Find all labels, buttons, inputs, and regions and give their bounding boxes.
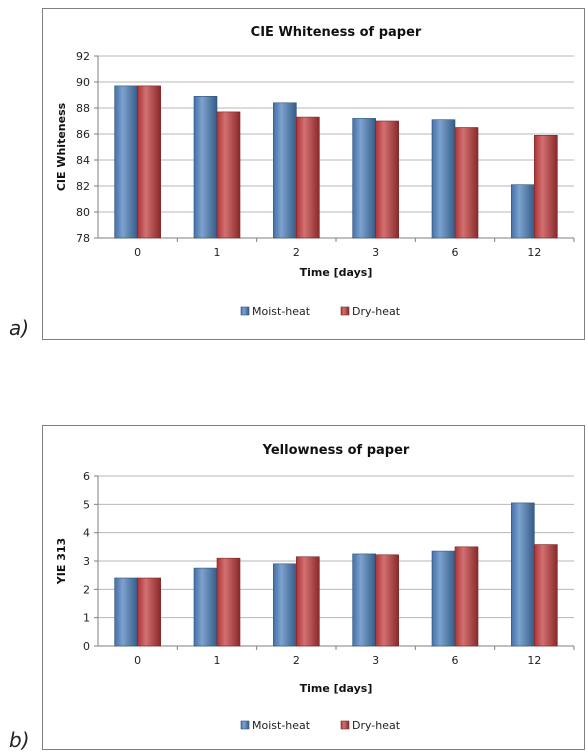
legend-swatch <box>340 306 350 316</box>
x-tick-label: 0 <box>134 246 141 259</box>
legend-label: Moist-heat <box>252 305 311 318</box>
x-tick-label: 1 <box>214 246 221 259</box>
bar-moist-heat <box>273 563 297 647</box>
y-tick-label: 86 <box>76 128 90 141</box>
x-tick-label: 6 <box>452 654 459 667</box>
bar-moist-heat <box>114 85 138 239</box>
bar-moist-heat <box>352 553 376 647</box>
bar-moist-heat <box>431 119 456 239</box>
chart-b-frame: Yellowness of paper 0 1 2 3 4 5 6 0 1 2 3 6 12 Time [d… <box>42 425 585 750</box>
chart-title: Yellowness of paper <box>262 443 410 458</box>
bar-moist-heat <box>114 577 138 647</box>
bar-dry-heat <box>296 116 320 239</box>
chart-a-frame: CIE Whiteness of paper 78 80 82 84 86 88 90 92 0 1… <box>42 8 585 340</box>
y-tick-label: 3 <box>83 555 90 568</box>
x-tick-label: 1 <box>214 654 221 667</box>
legend-label: Dry-heat <box>352 305 401 318</box>
y-tick-label: 80 <box>76 206 90 219</box>
bar-dry-heat <box>454 127 479 239</box>
x-tick-label: 6 <box>452 246 459 259</box>
y-tick-label: 92 <box>76 50 90 63</box>
bar-moist-heat <box>193 567 218 647</box>
bar-dry-heat <box>534 135 558 239</box>
y-tick-label: 90 <box>76 76 90 89</box>
x-axis-label: Time [days] <box>300 266 373 279</box>
y-axis-label: YIE 313 <box>55 538 68 585</box>
bar-moist-heat <box>193 96 218 239</box>
x-tick-label: 0 <box>134 654 141 667</box>
x-tick-label: 12 <box>527 654 541 667</box>
bar-dry-heat <box>454 546 479 647</box>
bar-dry-heat <box>216 557 241 647</box>
bar-dry-heat <box>296 556 320 647</box>
legend-swatch <box>340 720 350 730</box>
y-tick-label: 82 <box>76 180 90 193</box>
bar-dry-heat <box>375 120 399 239</box>
panel-label-b: b) <box>9 728 30 752</box>
chart-title: CIE Whiteness of paper <box>251 25 422 40</box>
bar-dry-heat <box>137 577 161 647</box>
legend: Moist-heat Dry-heat <box>240 719 401 732</box>
y-tick-label: 1 <box>83 612 90 625</box>
bar-moist-heat <box>273 102 297 239</box>
bar-moist-heat <box>511 502 535 647</box>
x-tick-label: 12 <box>527 246 541 259</box>
bar-dry-heat <box>216 111 241 239</box>
y-tick-label: 6 <box>83 470 90 483</box>
bar-moist-heat <box>352 118 376 239</box>
bar-dry-heat <box>375 554 399 647</box>
y-tick-label: 2 <box>83 583 90 596</box>
legend-label: Dry-heat <box>352 719 401 732</box>
x-tick-label: 3 <box>372 654 379 667</box>
y-tick-label: 4 <box>83 527 90 540</box>
panel-label-a: a) <box>9 316 30 340</box>
legend-swatch <box>240 306 250 316</box>
y-tick-label: 0 <box>83 640 90 653</box>
bar-moist-heat <box>431 550 456 647</box>
legend-label: Moist-heat <box>252 719 311 732</box>
x-tick-label: 3 <box>372 246 379 259</box>
bar-moist-heat <box>511 184 535 239</box>
y-tick-label: 5 <box>83 498 90 511</box>
x-tick-label: 2 <box>293 246 300 259</box>
legend: Moist-heat Dry-heat <box>240 305 401 318</box>
bar-dry-heat <box>137 85 161 239</box>
chart-a: CIE Whiteness of paper 78 80 82 84 86 88 90 92 0 1… <box>55 25 575 318</box>
y-tick-label: 78 <box>76 232 90 245</box>
y-tick-label: 88 <box>76 102 90 115</box>
x-axis-label: Time [days] <box>300 682 373 695</box>
y-tick-label: 84 <box>76 154 90 167</box>
y-axis-label: CIE Whiteness <box>55 102 68 191</box>
bar-dry-heat <box>534 544 558 647</box>
legend-swatch <box>240 720 250 730</box>
x-tick-label: 2 <box>293 654 300 667</box>
